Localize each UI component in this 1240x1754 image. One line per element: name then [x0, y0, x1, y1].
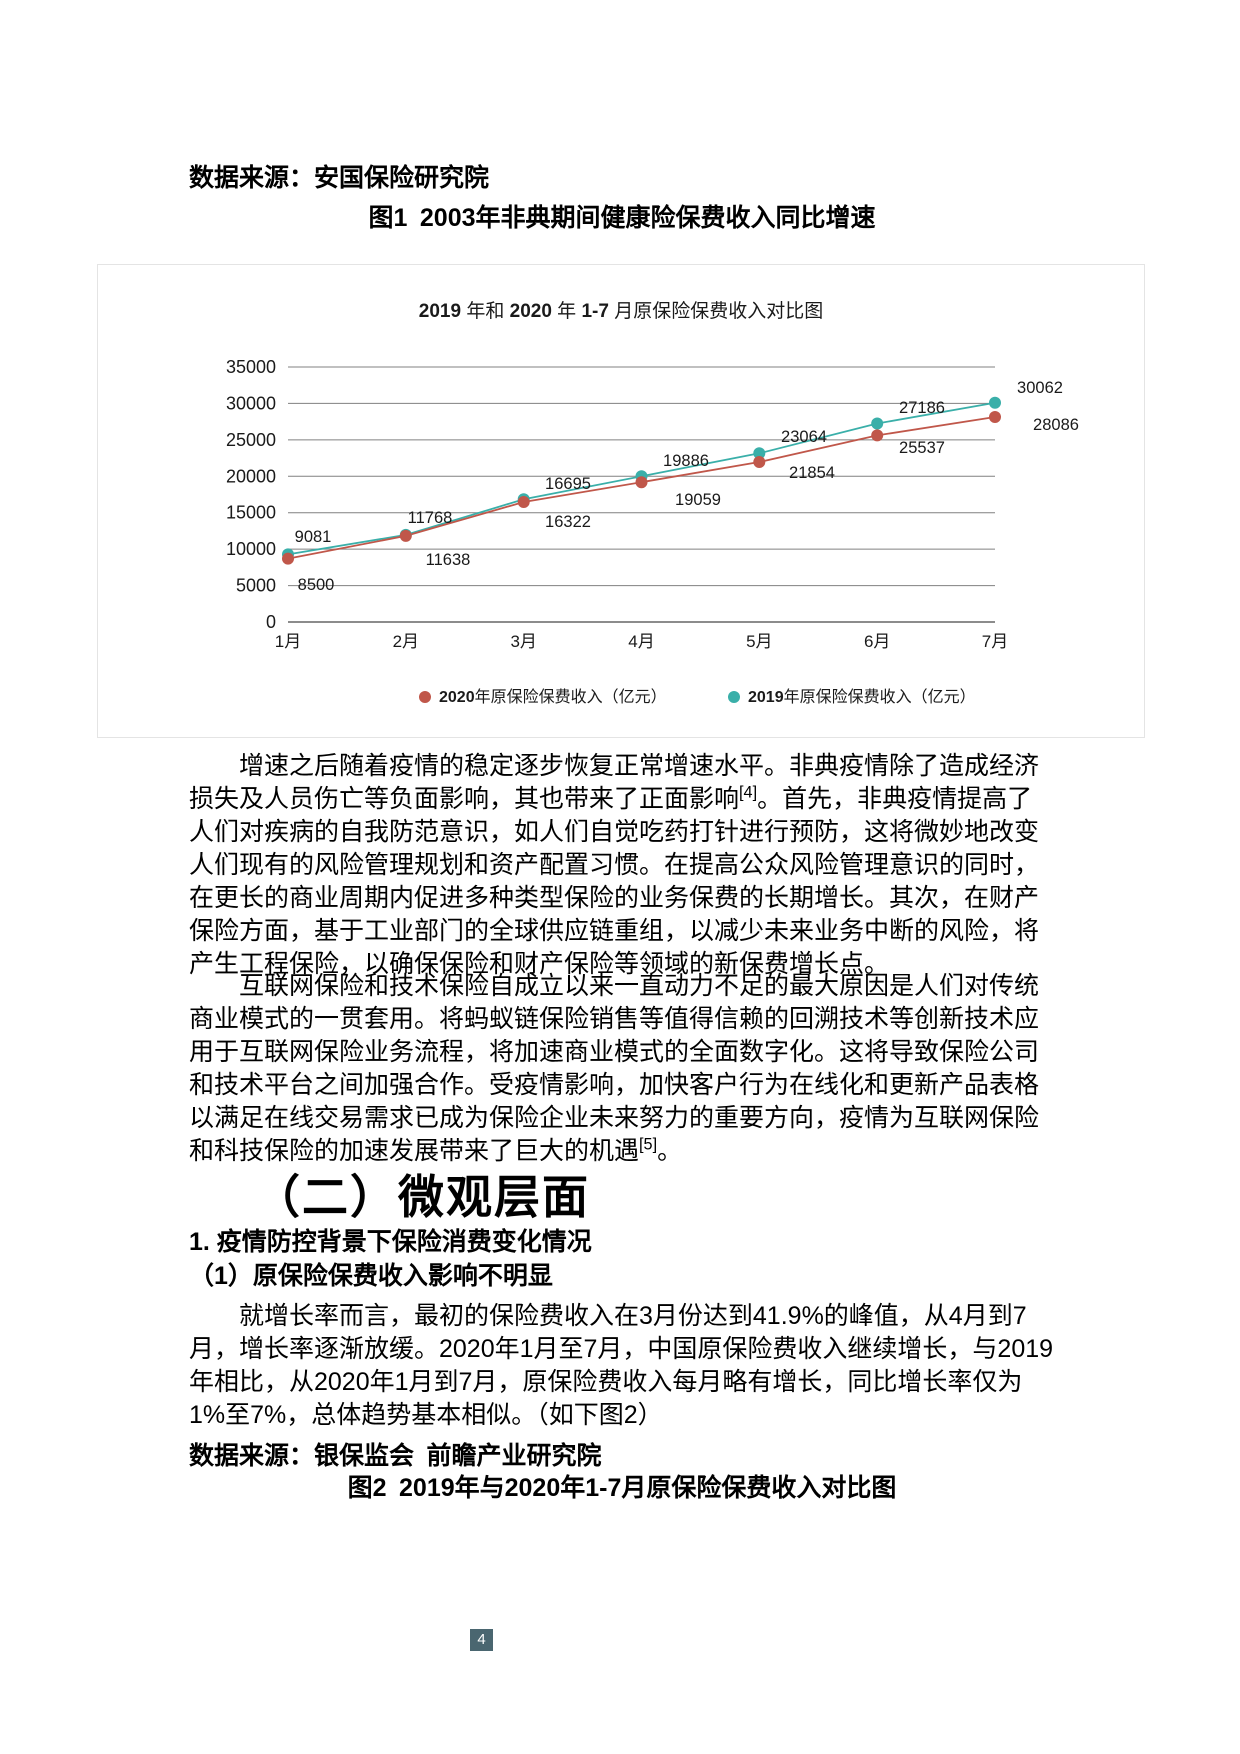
svg-text:5月: 5月	[746, 632, 772, 651]
svg-text:0: 0	[266, 612, 276, 632]
svg-text:19059: 19059	[675, 491, 721, 509]
svg-text:15000: 15000	[226, 503, 276, 523]
svg-text:10000: 10000	[226, 539, 276, 559]
svg-text:11638: 11638	[426, 551, 471, 569]
svg-text:2月: 2月	[393, 632, 419, 651]
svg-text:2020年原保险保费收入（亿元）: 2020年原保险保费收入（亿元）	[439, 688, 667, 706]
svg-text:5000: 5000	[236, 576, 276, 596]
svg-text:21854: 21854	[789, 464, 835, 482]
svg-text:6月: 6月	[864, 632, 890, 651]
svg-text:3月: 3月	[510, 632, 536, 651]
svg-text:2019 年和 2020 年 1-7 月原保险保费收入对比图: 2019 年和 2020 年 1-7 月原保险保费收入对比图	[419, 300, 823, 322]
svg-text:1月: 1月	[275, 632, 301, 651]
svg-text:4月: 4月	[628, 632, 654, 651]
svg-text:25000: 25000	[226, 430, 276, 450]
svg-text:20000: 20000	[226, 466, 276, 486]
svg-text:27186: 27186	[899, 399, 945, 417]
svg-text:23064: 23064	[781, 428, 827, 446]
svg-text:16322: 16322	[545, 513, 591, 531]
svg-text:2019年原保险保费收入（亿元）: 2019年原保险保费收入（亿元）	[748, 688, 976, 706]
svg-text:11768: 11768	[408, 509, 453, 527]
svg-text:25537: 25537	[899, 439, 945, 457]
svg-text:30062: 30062	[1017, 379, 1063, 397]
svg-text:16695: 16695	[545, 475, 591, 493]
svg-text:8500: 8500	[298, 576, 335, 594]
svg-text:30000: 30000	[226, 393, 276, 413]
svg-text:35000: 35000	[226, 357, 276, 377]
svg-text:19886: 19886	[663, 452, 709, 470]
svg-text:7月: 7月	[982, 632, 1008, 651]
svg-text:28086: 28086	[1033, 416, 1079, 434]
svg-text:9081: 9081	[295, 528, 332, 546]
